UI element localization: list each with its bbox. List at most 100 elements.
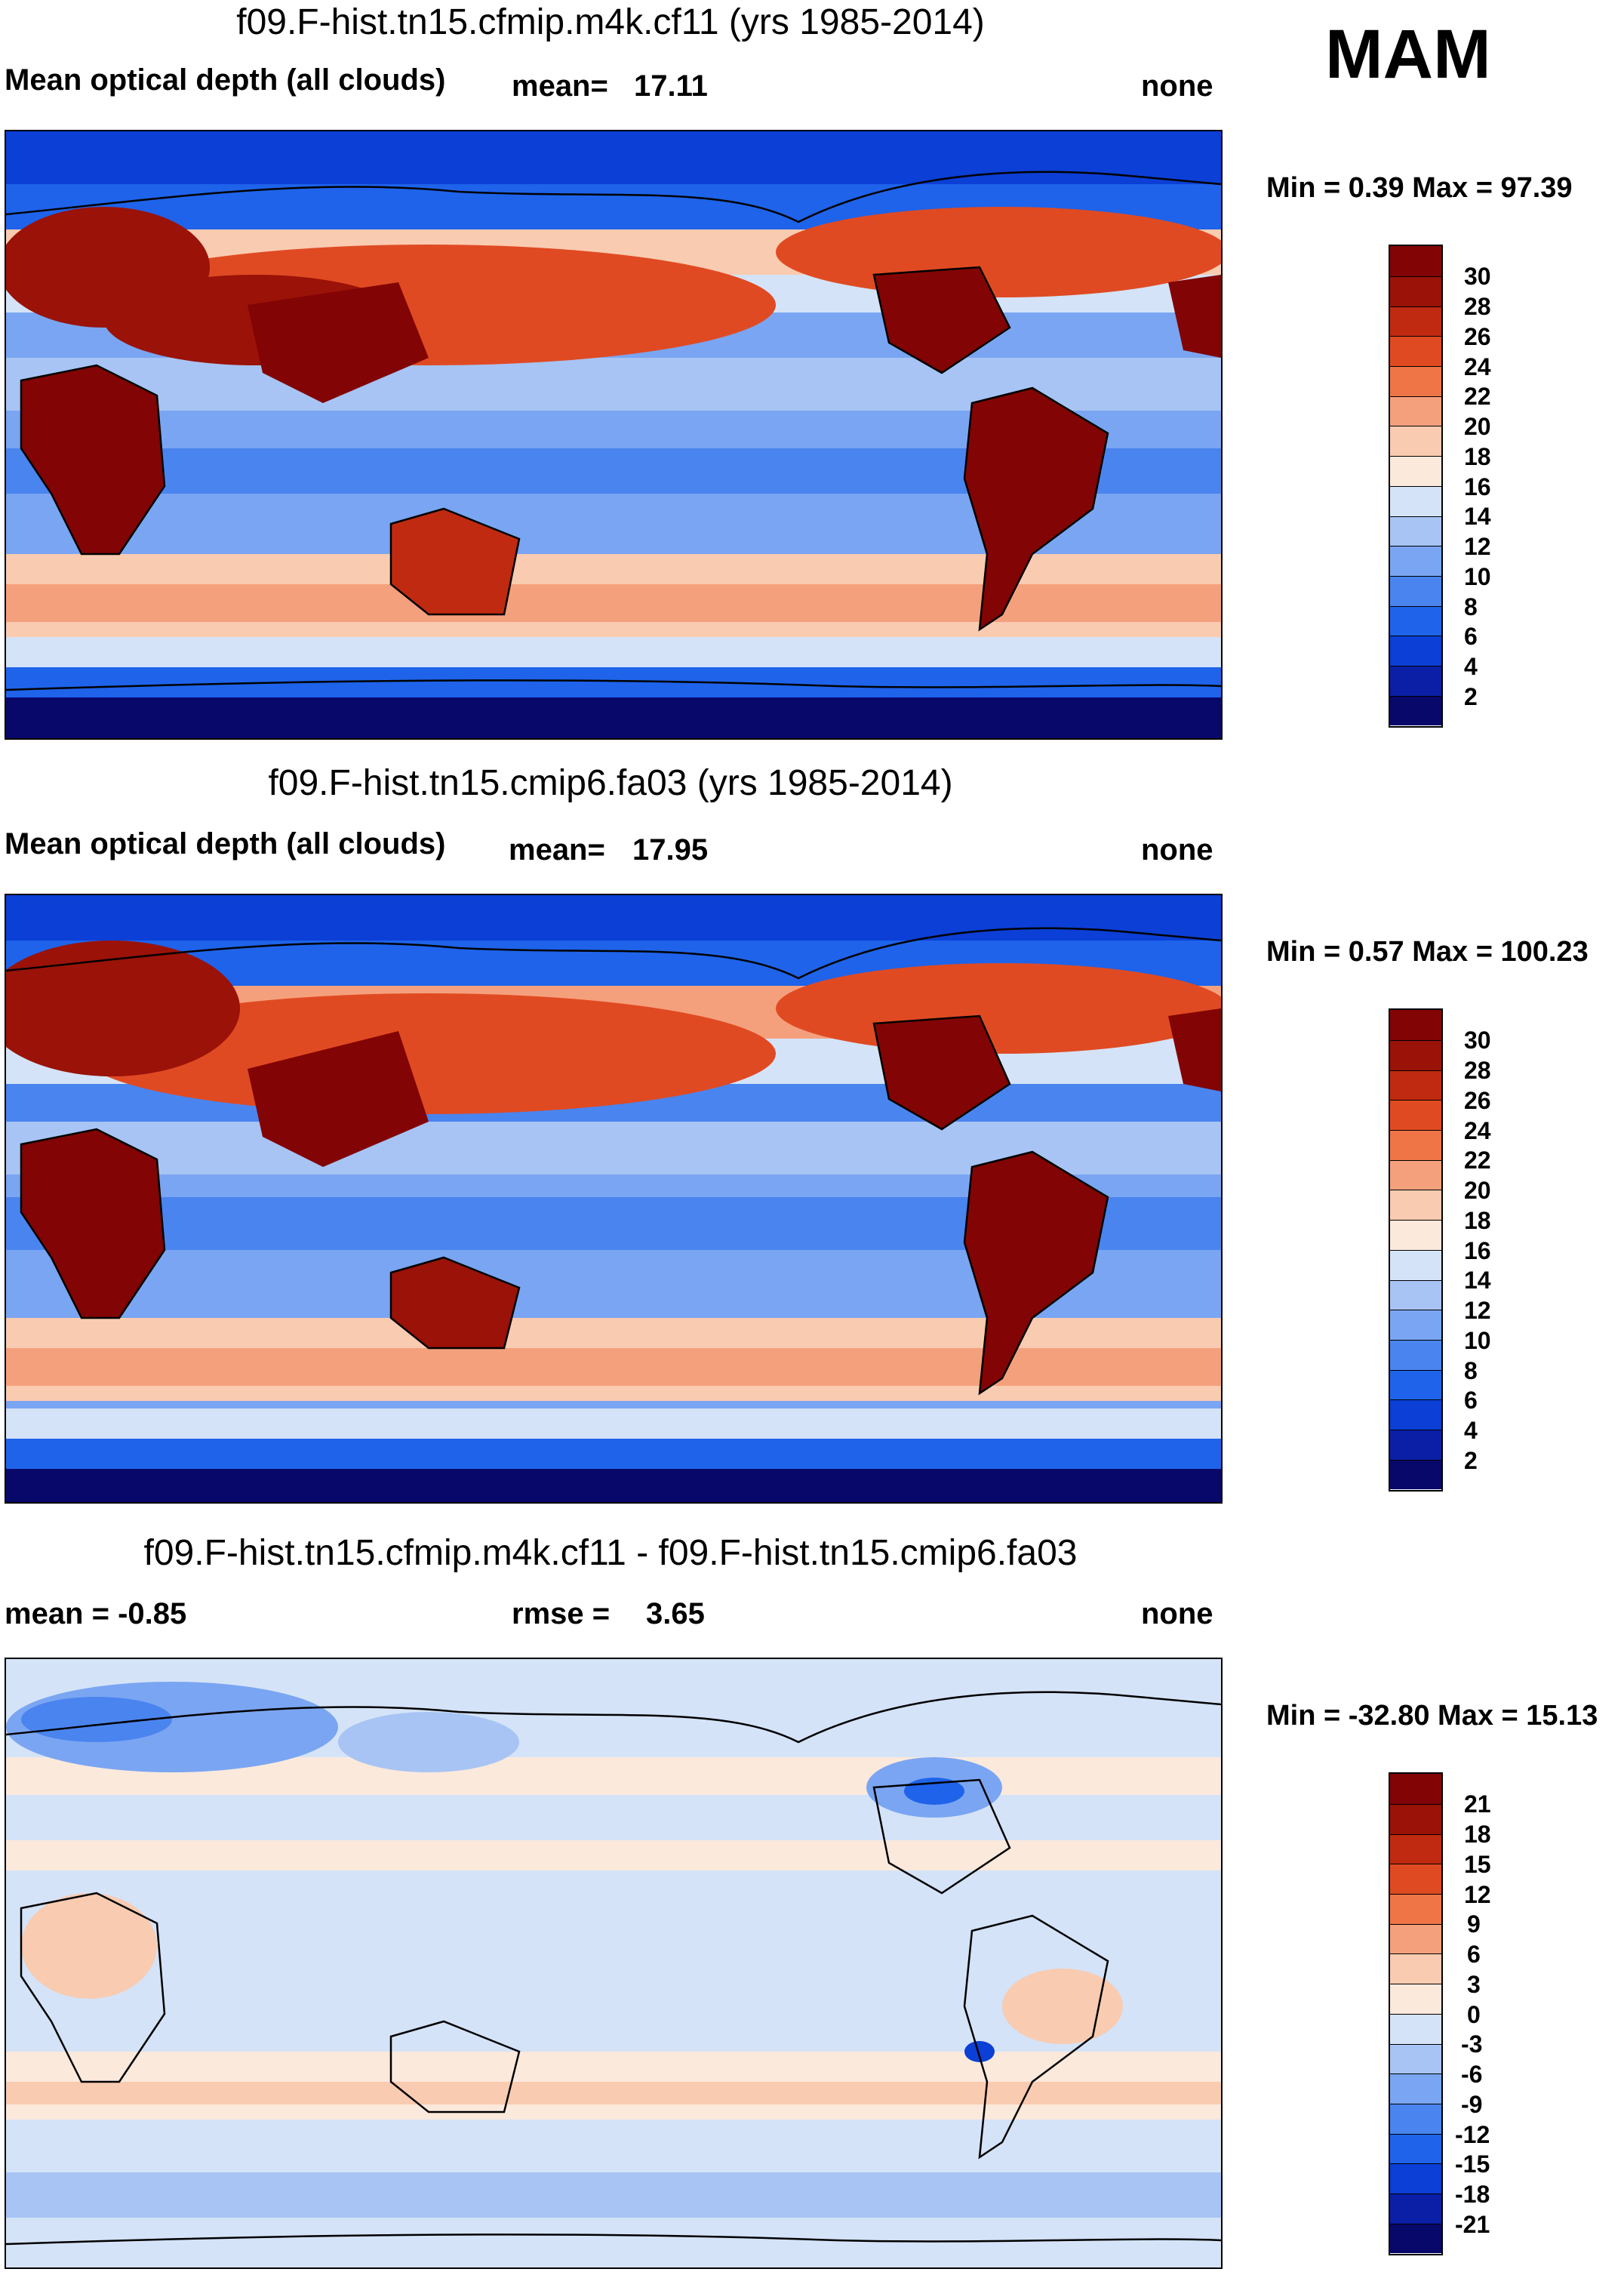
- panel-3-colorbar-bin: [1390, 1923, 1441, 1954]
- panel-1-minmax: Min = 0.39 Max = 97.39: [1266, 172, 1573, 204]
- panel-2-colorbar-bin: [1390, 1339, 1441, 1370]
- panel-1-variable-label: Mean optical depth (all clouds): [5, 63, 446, 97]
- panel-2-stat-label: mean=: [509, 833, 605, 867]
- panel-3-colorbar-bin: [1390, 2163, 1441, 2193]
- panel-3-units-label: none: [1141, 1597, 1213, 1630]
- panel-1-colorbar-tick: 2: [1464, 683, 1478, 710]
- panel-3-colorbar-tick: 6: [1467, 1941, 1481, 1968]
- panel-3-map: [5, 1658, 1223, 2269]
- panel-1-colorbar-tick: 12: [1464, 533, 1491, 560]
- panel-1-colorbar-tick: 14: [1464, 503, 1491, 530]
- panel-2-title: f09.F-hist.tn15.cmip6.fa03 (yrs 1985-201…: [268, 763, 953, 803]
- panel-1-colorbar-tick: 18: [1464, 443, 1491, 470]
- panel-3-colorbar-tick: -15: [1455, 2150, 1490, 2178]
- panel-3-mean-label: mean = -0.85: [5, 1597, 187, 1630]
- panel-1-colorbar-bin: [1390, 575, 1441, 606]
- panel-2-colorbar-tick: 4: [1464, 1417, 1478, 1444]
- panel-1-colorbar-bin: [1390, 306, 1441, 337]
- panel-2-colorbar-bin: [1390, 1399, 1441, 1430]
- panel-2-colorbar-tick: 22: [1464, 1147, 1491, 1174]
- panel-2-colorbar-tick: 30: [1464, 1027, 1491, 1054]
- panel-1-stat-label: mean=: [512, 69, 608, 103]
- panel-3-colorbar-bin: [1390, 2103, 1441, 2134]
- panel-3-colorbar-bin: [1390, 2223, 1441, 2254]
- panel-2-colorbar-bin: [1390, 1130, 1441, 1160]
- panel-1-colorbar-bin: [1390, 636, 1441, 666]
- panel-1-colorbar-tick: 24: [1464, 353, 1491, 380]
- panel-3-colorbar-bin: [1390, 2043, 1441, 2074]
- panel-3-colorbar-bin: [1390, 1894, 1441, 1924]
- panel-2-colorbar-tick: 28: [1464, 1057, 1491, 1084]
- panel-3-colorbar-bin: [1390, 2133, 1441, 2164]
- panel-1-colorbar-bin: [1390, 246, 1441, 276]
- panel-2-map: [5, 894, 1223, 1504]
- panel-2-colorbar-bin: [1390, 1010, 1441, 1040]
- panel-3-colorbar-tick: -9: [1461, 2091, 1483, 2118]
- panel-1-colorbar-bin: [1390, 426, 1441, 457]
- panel-2-colorbar-bin: [1390, 1249, 1441, 1280]
- panel-1-colorbar-tick: 10: [1464, 563, 1491, 590]
- panel-3-title: f09.F-hist.tn15.cfmip.m4k.cf11 - f09.F-h…: [143, 1533, 1078, 1573]
- panel-3-colorbar-bin: [1390, 1774, 1441, 1804]
- panel-3-colorbar-tick: 12: [1464, 1881, 1491, 1908]
- panel-3-colorbar: [1389, 1772, 1443, 2255]
- panel-3-minmax: Min = -32.80 Max = 15.13: [1266, 1700, 1598, 1732]
- panel-1-colorbar-bin: [1390, 396, 1441, 426]
- panel-1-map: [5, 130, 1223, 740]
- panel-2-colorbar-bin: [1390, 1159, 1441, 1190]
- panel-1-colorbar-bin: [1390, 546, 1441, 576]
- panel-3-colorbar-tick: 3: [1467, 1971, 1481, 1998]
- panel-1-colorbar-tick: 4: [1464, 653, 1478, 680]
- panel-2-colorbar-tick: 24: [1464, 1117, 1491, 1144]
- panel-3-colorbar-bin: [1390, 2013, 1441, 2044]
- panel-1-colorbar-bin: [1390, 456, 1441, 486]
- panel-2-stat-value: 17.95: [632, 833, 709, 867]
- panel-2-colorbar-tick: 6: [1464, 1387, 1478, 1414]
- panel-2-variable-label: Mean optical depth (all clouds): [5, 827, 446, 860]
- panel-2-map-graphic: [6, 895, 1221, 1502]
- panel-3-colorbar-bin: [1390, 1864, 1441, 1895]
- panel-2-colorbar: [1389, 1008, 1443, 1492]
- panel-1-title: f09.F-hist.tn15.cfmip.m4k.cf11 (yrs 1985…: [236, 2, 985, 42]
- panel-1-colorbar-tick: 22: [1464, 383, 1491, 410]
- panel-3-colorbar-tick: -12: [1455, 2121, 1490, 2148]
- panel-2-colorbar-tick: 16: [1464, 1237, 1491, 1264]
- panel-1-colorbar-tick: 6: [1464, 623, 1478, 650]
- panel-2-colorbar-bin: [1390, 1100, 1441, 1131]
- panel-3-colorbar-bin: [1390, 2193, 1441, 2224]
- panel-1-colorbar: [1389, 245, 1443, 728]
- panel-3-map-graphic: [6, 1659, 1221, 2267]
- panel-2-colorbar-tick: 10: [1464, 1327, 1491, 1354]
- panel-2-colorbar-tick: 12: [1464, 1297, 1491, 1324]
- panel-2-colorbar-bin: [1390, 1040, 1441, 1070]
- panel-3-colorbar-tick: -18: [1455, 2181, 1490, 2208]
- panel-2-colorbar-tick: 14: [1464, 1267, 1491, 1294]
- panel-3-stat-value: 3.65: [646, 1597, 705, 1630]
- panel-1-colorbar-bin: [1390, 276, 1441, 306]
- panel-2-colorbar-tick: 8: [1464, 1357, 1478, 1384]
- panel-3-colorbar-tick: 9: [1467, 1910, 1481, 1938]
- panel-1-colorbar-bin: [1390, 665, 1441, 696]
- panel-2-colorbar-tick: 2: [1464, 1447, 1478, 1474]
- panel-2-colorbar-bin: [1390, 1190, 1441, 1221]
- panel-2-units-label: none: [1141, 833, 1213, 867]
- panel-3-colorbar-bin: [1390, 1833, 1441, 1864]
- panel-1-map-graphic: [6, 131, 1221, 738]
- panel-2-colorbar-bin: [1390, 1369, 1441, 1400]
- panel-3-colorbar-tick: 15: [1464, 1851, 1491, 1878]
- panel-2-colorbar-bin: [1390, 1429, 1441, 1460]
- panel-3-colorbar-tick: -6: [1461, 2061, 1483, 2088]
- panel-3-colorbar-bin: [1390, 1804, 1441, 1834]
- panel-1-colorbar-tick: 16: [1464, 473, 1491, 500]
- panel-1-colorbar-tick: 8: [1464, 593, 1478, 620]
- panel-2-colorbar-bin: [1390, 1220, 1441, 1250]
- panel-2-minmax: Min = 0.57 Max = 100.23: [1266, 936, 1589, 968]
- panel-1-colorbar-tick: 20: [1464, 413, 1491, 440]
- panel-3-stat-label: rmse =: [512, 1597, 611, 1630]
- panel-2-colorbar-bin: [1390, 1310, 1441, 1340]
- panel-1-colorbar-bin: [1390, 695, 1441, 726]
- panel-2-colorbar-bin: [1390, 1070, 1441, 1101]
- panel-3-colorbar-tick: -21: [1455, 2211, 1490, 2238]
- panel-3-colorbar-tick: -3: [1461, 2030, 1483, 2058]
- panel-1-colorbar-tick: 26: [1464, 323, 1491, 350]
